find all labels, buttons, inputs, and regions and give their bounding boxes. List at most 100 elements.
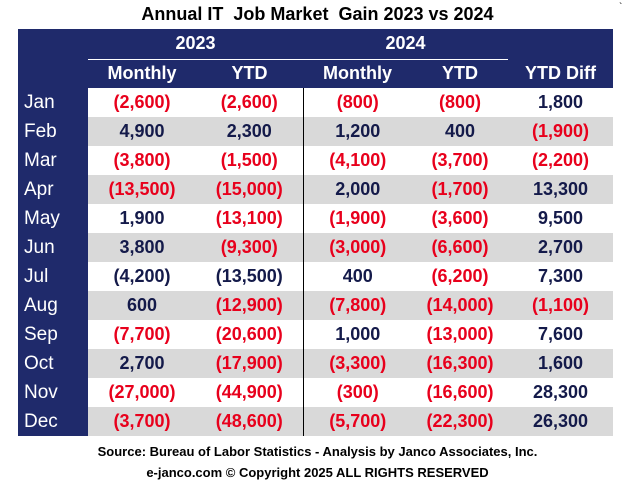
table-cell: (17,900) [196,349,304,378]
header-year-2024: 2024 [303,29,509,60]
table-cell: (3,800) [88,146,196,175]
table-cell: (16,300) [412,349,509,378]
month-label: Dec [18,407,88,436]
table-cell: (4,200) [88,262,196,291]
header-corner [18,29,88,59]
table-row: Dec (3,700) (48,600) (5,700) (22,300) 26,300 [18,407,614,436]
table-row: Jul (4,200) (13,500) 400 (6,200) 7,300 [18,262,614,291]
table-row: Aug 600 (12,900) (7,800) (14,000) (1,100) [18,291,614,320]
table-cell: (4,100) [303,146,413,175]
table-cell: (44,900) [196,378,304,407]
table-cell: 3,800 [88,233,196,262]
table-cell: 400 [303,262,413,291]
table-row: Jun 3,800 (9,300) (3,000) (6,600) 2,700 [18,233,614,262]
table-cell: (3,600) [412,204,509,233]
table-cell: 13,300 [508,175,614,204]
year-header-row: 2023 2024 [18,29,614,60]
table-cell: 1,600 [508,349,614,378]
month-label: Oct [18,349,88,378]
table-cell: (13,100) [196,204,304,233]
table-cell: (3,300) [303,349,413,378]
table-cell: (22,300) [412,407,509,436]
header-month-blank [18,59,88,88]
header-year-2023: 2023 [88,29,304,60]
table-cell: (27,000) [88,378,196,407]
table-cell: (13,500) [88,175,196,204]
month-label: Sep [18,320,88,349]
column-header-row: Monthly YTD Monthly YTD YTD Diff [18,59,614,88]
month-label: Nov [18,378,88,407]
table-row: Feb 4,900 2,300 1,200 400 (1,900) [18,117,614,146]
table-cell: 7,600 [508,320,614,349]
table-row: Oct 2,700 (17,900) (3,300) (16,300) 1,600 [18,349,614,378]
month-label: Mar [18,146,88,175]
month-label: Apr [18,175,88,204]
table-row: Sep (7,700) (20,600) 1,000 (13,000) 7,600 [18,320,614,349]
table-cell: (3,000) [303,233,413,262]
table-cell: (800) [303,88,413,117]
table-cell: 1,000 [303,320,413,349]
table-cell: (14,000) [412,291,509,320]
table-cell: 2,000 [303,175,413,204]
table-cell: (800) [412,88,509,117]
table-cell: 9,500 [508,204,614,233]
table-cell: (3,700) [88,407,196,436]
table-cell: (6,600) [412,233,509,262]
table-row: May 1,900 (13,100) (1,900) (3,600) 9,500 [18,204,614,233]
table-cell: (300) [303,378,413,407]
job-market-table: 2023 2024 Monthly YTD Monthly YTD YTD Di… [18,29,614,440]
table-body: Jan (2,600) (2,600) (800) (800) 1,800 Feb 4,900… [18,88,614,436]
month-label: Jul [18,262,88,291]
table-cell: 2,700 [508,233,614,262]
table-cell: 2,700 [88,349,196,378]
table-cell: (2,200) [508,146,614,175]
header-monthly-2023: Monthly [88,59,196,88]
table-cell: (12,900) [196,291,304,320]
table-cell: 1,900 [88,204,196,233]
source-note: Source: Bureau of Labor Statistics - Ana… [97,444,538,459]
table-cell: (7,800) [303,291,413,320]
header-ytd-2024: YTD [412,59,509,88]
table-cell: 2,300 [196,117,304,146]
month-label: Feb [18,117,88,146]
table-cell: 4,900 [88,117,196,146]
month-label: Aug [18,291,88,320]
table-cell: 400 [412,117,509,146]
header-ytd-2023: YTD [196,59,304,88]
table-cell: 26,300 [508,407,614,436]
table-cell: (1,700) [412,175,509,204]
table-cell: (1,100) [508,291,614,320]
header-monthly-2024: Monthly [303,59,413,88]
month-label: Jan [18,88,88,117]
chart-title: Annual IT Job Market Gain 2023 vs 2024 [141,4,494,24]
table-cell: (2,600) [88,88,196,117]
corner-mark: ` [619,2,623,13]
table-cell: (13,500) [196,262,304,291]
table-cell: (1,900) [508,117,614,146]
table-row: Jan (2,600) (2,600) (800) (800) 1,800 [18,88,614,117]
table-cell: 28,300 [508,378,614,407]
table-row: Nov (27,000) (44,900) (300) (16,600) 28,300 [18,378,614,407]
table-cell: (7,700) [88,320,196,349]
header-ytd-diff: YTD Diff [508,59,614,88]
table-cell: (15,000) [196,175,304,204]
data-table: 2023 2024 Monthly YTD Monthly YTD YTD Di… [18,29,614,436]
header-diff-blank [508,29,614,59]
table-cell: (13,000) [412,320,509,349]
table-cell: (5,700) [303,407,413,436]
table-cell: 1,800 [508,88,614,117]
table-cell: (1,900) [303,204,413,233]
table-cell: (20,600) [196,320,304,349]
copyright-note: e-janco.com © Copyright 2025 ALL RIGHTS … [146,465,489,480]
table-cell: 1,200 [303,117,413,146]
table-cell: (6,200) [412,262,509,291]
table-row: Mar (3,800) (1,500) (4,100) (3,700) (2,200) [18,146,614,175]
table-cell: (48,600) [196,407,304,436]
table-cell: (1,500) [196,146,304,175]
month-label: Jun [18,233,88,262]
table-cell: (3,700) [412,146,509,175]
table-cell: (9,300) [196,233,304,262]
table-cell: 600 [88,291,196,320]
table-cell: (2,600) [196,88,304,117]
table-row: Apr (13,500) (15,000) 2,000 (1,700) 13,300 [18,175,614,204]
